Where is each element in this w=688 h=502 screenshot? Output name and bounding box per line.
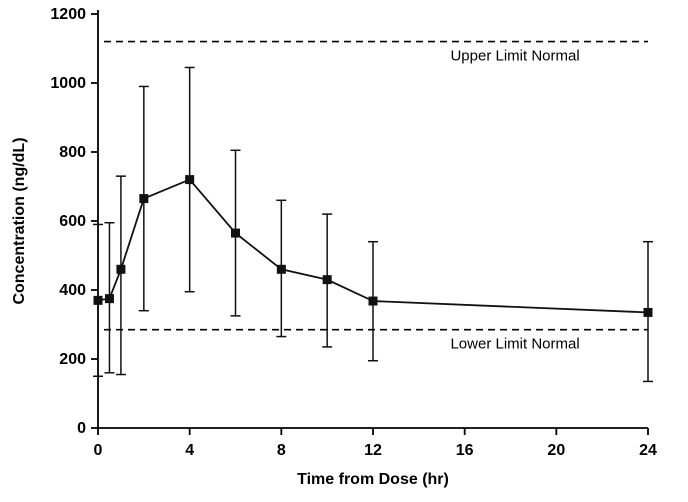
x-tick-label: 16 bbox=[456, 442, 474, 459]
y-tick-label: 1200 bbox=[50, 6, 86, 23]
y-axis-title: Concentration (ng/dL) bbox=[11, 137, 28, 304]
x-axis-title: Time from Dose (hr) bbox=[297, 471, 449, 488]
y-tick-label: 1000 bbox=[50, 75, 86, 92]
x-tick-label: 0 bbox=[94, 442, 103, 459]
series-line bbox=[97, 178, 649, 314]
data-point-marker bbox=[368, 296, 378, 306]
data-point-marker bbox=[116, 264, 126, 274]
data-point-marker bbox=[139, 194, 149, 204]
y-tick-label: 600 bbox=[59, 213, 86, 230]
data-point-marker bbox=[104, 294, 114, 304]
data-point-marker bbox=[231, 228, 240, 238]
x-tick-label: 24 bbox=[639, 442, 657, 459]
x-tick-label: 12 bbox=[364, 442, 382, 459]
data-point-marker bbox=[643, 307, 653, 317]
data-point-marker bbox=[93, 295, 103, 305]
x-tick-label: 4 bbox=[185, 442, 194, 459]
data-point-marker bbox=[276, 264, 286, 274]
y-tick-label: 400 bbox=[59, 282, 86, 299]
y-tick-label: 200 bbox=[59, 351, 86, 368]
y-tick-label: 0 bbox=[77, 420, 86, 437]
x-tick-label: 8 bbox=[277, 442, 286, 459]
x-tick-label: 20 bbox=[547, 442, 565, 459]
limit-label: Upper Limit Normal bbox=[450, 48, 579, 65]
data-point-marker bbox=[185, 175, 195, 185]
y-tick-label: 800 bbox=[59, 144, 86, 161]
data-point-marker bbox=[322, 275, 332, 285]
limit-label: Lower Limit Normal bbox=[450, 336, 579, 353]
